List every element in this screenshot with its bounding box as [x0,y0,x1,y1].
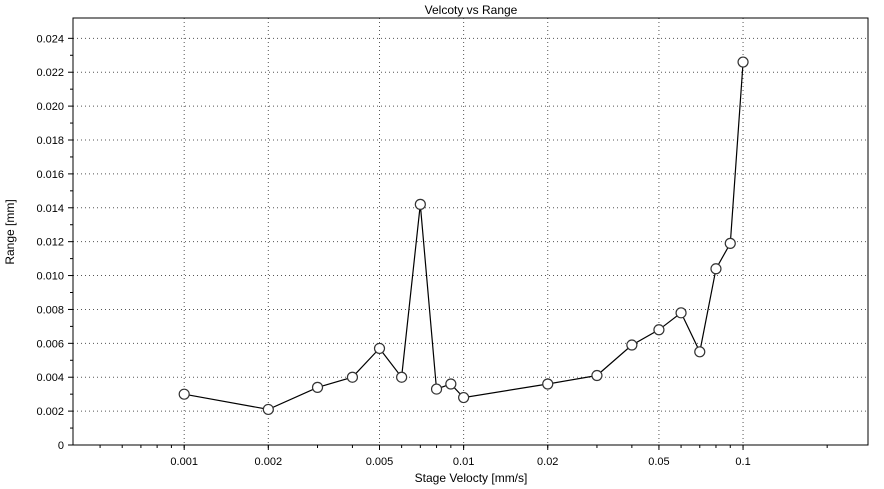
y-tick-label: 0.006 [36,338,64,350]
data-point [591,369,603,382]
data-point [373,342,386,355]
y-tick-label: 0.014 [36,203,64,215]
x-tick-label: 0.02 [537,456,558,468]
y-tick-label: 0.012 [36,237,64,249]
y-tick-label: 0.016 [36,169,64,181]
data-point [694,346,706,358]
x-tick-label: 0.01 [453,456,474,468]
chart-title: Velcoty vs Range [425,3,518,17]
grid [73,18,868,445]
data-point [396,371,408,383]
x-tick-label: 0.05 [648,456,669,468]
data-point [458,391,470,404]
axes [68,17,869,450]
data-point [724,237,736,249]
plot-frame [72,17,869,446]
data-point [626,339,638,351]
x-tick-label: 0.005 [366,456,394,468]
y-tick-label: 0.024 [36,33,64,45]
data-point [262,403,274,416]
tick-labels: 0 0.002 0.004 0.006 0.008 0.010 0.012 0.014 0.01… [36,33,750,468]
data-point [430,383,443,395]
x-axis-label: Stage Velocty [mm/s] [415,471,528,485]
y-axis-label: Range [mm] [3,199,17,264]
y-tick-label: 0.008 [36,304,64,316]
data-point [178,388,190,400]
y-tick-label: 0.018 [36,135,64,147]
data-point [346,371,359,383]
data-point [710,263,722,275]
y-tick-label: 0.010 [36,271,64,283]
data-point [311,381,324,393]
y-tick-label: 0.020 [36,101,64,113]
data-point [653,324,665,336]
data-point [445,378,457,390]
series [178,56,749,416]
y-tick-label: 0 [58,440,64,452]
data-point [675,307,687,319]
x-tick-label: 0.1 [735,456,750,468]
x-tick-label: 0.001 [170,456,198,468]
data-point [414,198,426,210]
y-tick-label: 0.004 [36,372,64,384]
y-tick-label: 0.022 [36,67,64,79]
y-tick-label: 0.002 [36,406,64,418]
data-point [542,378,554,390]
data-point [737,56,749,68]
x-tick-label: 0.002 [255,456,283,468]
